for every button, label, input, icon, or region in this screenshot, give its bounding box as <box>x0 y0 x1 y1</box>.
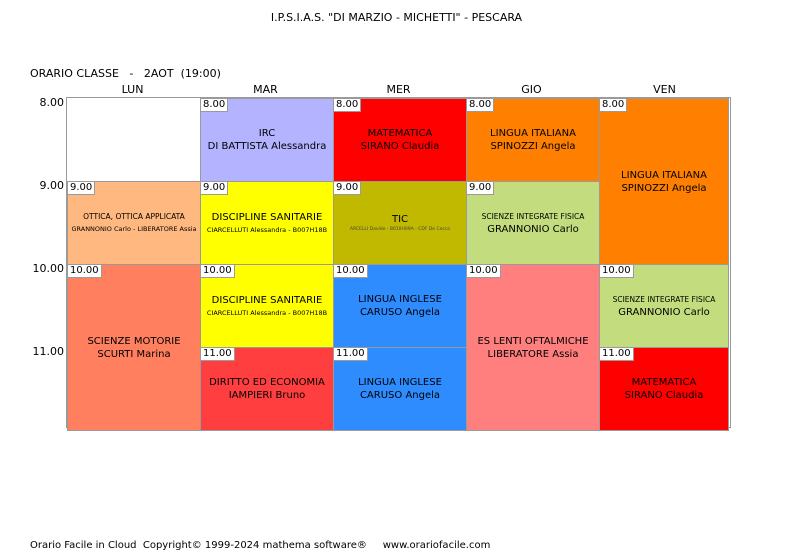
lesson-teacher: ARCELLI Davide - B010H09A - CDF De Cecco <box>349 226 451 232</box>
time-label: 8.00 <box>39 96 65 109</box>
lesson-content: MATEMATICA SIRANO Claudia <box>600 348 728 430</box>
class-title: ORARIO CLASSE - 2AOT (19:00) <box>30 67 221 80</box>
lesson-cell[interactable]: MATEMATICA SIRANO Claudia 11.00 <box>599 347 729 431</box>
timetable-grid: IRC DI BATTISTA Alessandra 8.00 MATEMATICA S… <box>66 97 731 431</box>
lesson-content: OTTICA, OTTICA APPLICATA GRANNONIO Carlo … <box>68 182 200 264</box>
day-header-mer: MER <box>386 83 411 96</box>
lesson-start-time: 9.00 <box>467 182 495 195</box>
lesson-subject: DISCIPLINE SANITARIE <box>211 211 323 223</box>
lesson-subject: OTTICA, OTTICA APPLICATA <box>83 212 185 221</box>
lesson-content: IRC DI BATTISTA Alessandra <box>201 99 333 181</box>
time-label: 9.00 <box>39 179 65 192</box>
lesson-teacher: DI BATTISTA Alessandra <box>207 141 327 152</box>
lesson-teacher: LIBERATORE Assia <box>487 348 579 360</box>
lesson-start-time: 8.00 <box>334 99 362 112</box>
lesson-cell[interactable]: IRC DI BATTISTA Alessandra 8.00 <box>200 98 334 182</box>
lesson-cell[interactable]: DISCIPLINE SANITARIE CIARCELLUTI Alessand… <box>200 181 334 265</box>
time-label: 10.00 <box>32 262 65 275</box>
lesson-start-time: 9.00 <box>334 182 362 195</box>
lesson-teacher: SPINOZZI Angela <box>621 182 707 194</box>
lesson-subject: DIRITTO ED ECONOMIA <box>209 377 325 388</box>
day-header-mar: MAR <box>253 83 278 96</box>
lesson-cell[interactable]: SCIENZE INTEGRATE FISICA GRANNONIO Carlo 9… <box>466 181 600 265</box>
lesson-subject: DISCIPLINE SANITARIE <box>211 294 323 306</box>
lesson-teacher: SIRANO Claudia <box>360 141 440 152</box>
lesson-content: LINGUA ITALIANA SPINOZZI Angela <box>600 99 728 264</box>
lesson-cell[interactable]: SCIENZE INTEGRATE FISICA GRANNONIO Carlo 1… <box>599 264 729 348</box>
lesson-start-time: 8.00 <box>201 99 229 112</box>
lesson-content: TIC ARCELLI Davide - B010H09A - CDF De Ce… <box>334 182 466 264</box>
lesson-start-time: 9.00 <box>68 182 96 195</box>
lesson-cell[interactable]: DIRITTO ED ECONOMIA IAMPIERI Bruno 11.00 <box>200 347 334 431</box>
time-label: 11.00 <box>32 345 65 358</box>
lesson-start-time: 8.00 <box>600 99 628 112</box>
lesson-cell[interactable]: DISCIPLINE SANITARIE CIARCELLUTI Alessand… <box>200 264 334 348</box>
footer-copyright: Orario Facile in Cloud Copyright© 1999-2… <box>30 540 491 551</box>
lesson-teacher: GRANNONIO Carlo - LIBERATORE Assia <box>71 225 197 233</box>
lesson-subject: SCIENZE INTEGRATE FISICA <box>612 294 716 304</box>
lesson-start-time: 11.00 <box>201 348 235 361</box>
lesson-cell[interactable]: LINGUA INGLESE CARUSO Angela 10.00 <box>333 264 467 348</box>
lesson-content: SCIENZE INTEGRATE FISICA GRANNONIO Carlo <box>467 182 599 264</box>
day-header-ven: VEN <box>653 83 676 96</box>
lesson-teacher: SPINOZZI Angela <box>490 141 576 152</box>
lesson-content: MATEMATICA SIRANO Claudia <box>334 99 466 181</box>
lesson-teacher: SCURTI Marina <box>97 348 171 360</box>
lesson-start-time: 11.00 <box>600 348 634 361</box>
lesson-start-time: 10.00 <box>600 265 634 278</box>
lesson-teacher: CARUSO Angela <box>359 307 441 318</box>
lesson-content: DISCIPLINE SANITARIE CIARCELLUTI Alessand… <box>201 265 333 347</box>
lesson-cell[interactable]: LINGUA ITALIANA SPINOZZI Angela 8.00 <box>466 98 600 182</box>
lesson-cell[interactable]: MATEMATICA SIRANO Claudia 8.00 <box>333 98 467 182</box>
school-title: I.P.S.I.A.S. "DI MARZIO - MICHETTI" - PE… <box>270 11 523 24</box>
lesson-start-time: 10.00 <box>201 265 235 278</box>
lesson-cell[interactable]: SCIENZE MOTORIE SCURTI Marina 10.00 <box>67 264 201 431</box>
lesson-content: DIRITTO ED ECONOMIA IAMPIERI Bruno <box>201 348 333 430</box>
lesson-content: LINGUA INGLESE CARUSO Angela <box>334 265 466 347</box>
lesson-subject: IRC <box>258 128 276 139</box>
lesson-teacher: CARUSO Angela <box>359 390 441 401</box>
lesson-content: ES LENTI OFTALMICHE LIBERATORE Assia <box>467 265 599 430</box>
lesson-subject: TIC <box>391 213 409 225</box>
lesson-teacher: SIRANO Claudia <box>624 390 704 401</box>
lesson-start-time: 10.00 <box>68 265 102 278</box>
lesson-start-time: 8.00 <box>467 99 495 112</box>
lesson-subject: SCIENZE INTEGRATE FISICA <box>481 211 585 221</box>
lesson-content: SCIENZE MOTORIE SCURTI Marina <box>68 265 200 430</box>
lesson-subject: MATEMATICA <box>631 377 697 388</box>
lesson-teacher: IAMPIERI Bruno <box>228 390 306 401</box>
lesson-teacher: GRANNONIO Carlo <box>618 306 710 318</box>
lesson-content: DISCIPLINE SANITARIE CIARCELLUTI Alessand… <box>201 182 333 264</box>
lesson-subject: LINGUA INGLESE <box>358 294 442 305</box>
lesson-cell[interactable]: OTTICA, OTTICA APPLICATA GRANNONIO Carlo … <box>67 181 201 265</box>
day-header-lun: LUN <box>121 83 144 96</box>
lesson-teacher: GRANNONIO Carlo <box>487 223 579 235</box>
lesson-cell[interactable]: TIC ARCELLI Davide - B010H09A - CDF De Ce… <box>333 181 467 265</box>
lesson-start-time: 10.00 <box>467 265 501 278</box>
lesson-subject: LINGUA ITALIANA <box>621 169 707 181</box>
lesson-content: LINGUA ITALIANA SPINOZZI Angela <box>467 99 599 181</box>
lesson-subject: MATEMATICA <box>367 128 433 139</box>
lesson-content: LINGUA INGLESE CARUSO Angela <box>334 348 466 430</box>
lesson-teacher: CIARCELLUTI Alessandra - B007H18B <box>206 308 328 317</box>
lesson-teacher: CIARCELLUTI Alessandra - B007H18B <box>206 225 328 234</box>
lesson-start-time: 9.00 <box>201 182 229 195</box>
lesson-subject: ES LENTI OFTALMICHE <box>477 335 589 347</box>
lesson-subject: SCIENZE MOTORIE <box>87 335 181 347</box>
lesson-subject: LINGUA INGLESE <box>358 377 442 388</box>
lesson-subject: LINGUA ITALIANA <box>490 128 576 139</box>
lesson-content: SCIENZE INTEGRATE FISICA GRANNONIO Carlo <box>600 265 728 347</box>
day-header-gio: GIO <box>521 83 542 96</box>
lesson-cell[interactable]: LINGUA ITALIANA SPINOZZI Angela 8.00 <box>599 98 729 265</box>
lesson-cell[interactable]: ES LENTI OFTALMICHE LIBERATORE Assia 10.00 <box>466 264 600 431</box>
lesson-start-time: 11.00 <box>334 348 368 361</box>
lesson-start-time: 10.00 <box>334 265 368 278</box>
lesson-cell[interactable]: LINGUA INGLESE CARUSO Angela 11.00 <box>333 347 467 431</box>
